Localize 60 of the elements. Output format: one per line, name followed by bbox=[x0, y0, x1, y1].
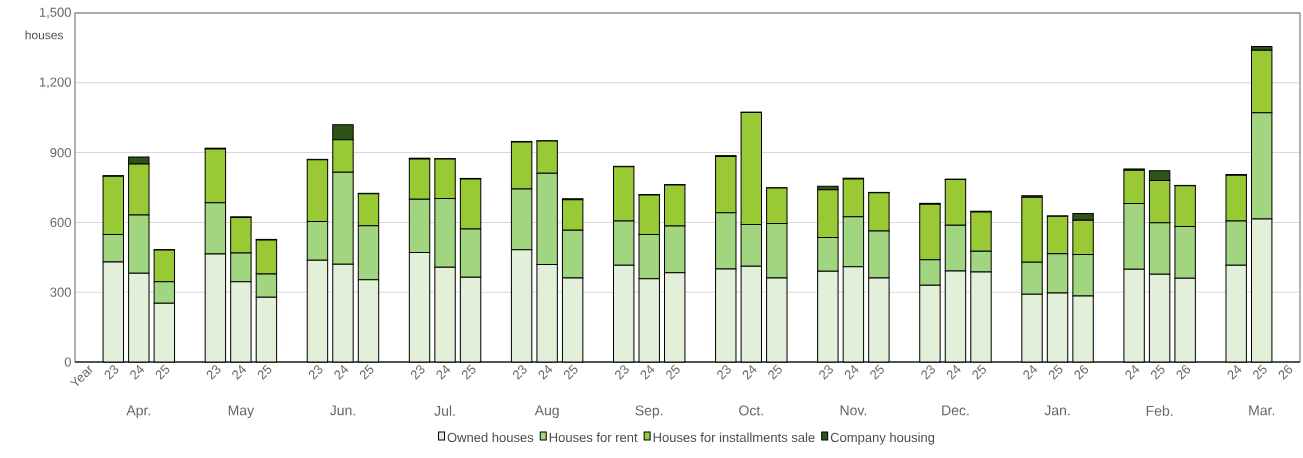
x-tick-label: 24 bbox=[232, 364, 247, 380]
text: Apr. bbox=[126, 405, 150, 419]
text: Oct. bbox=[739, 405, 763, 416]
y-tick-label: 0 bbox=[64, 357, 71, 367]
text: Mar. bbox=[1249, 405, 1275, 416]
x-tick-label: 24 bbox=[334, 364, 349, 380]
x-tick-label: 24 bbox=[1023, 364, 1038, 380]
x-tick-label: 23 bbox=[104, 365, 119, 380]
text: Sep. bbox=[635, 405, 663, 419]
text: Dec. bbox=[942, 405, 969, 416]
legend-label: Houses for rent bbox=[549, 432, 638, 443]
x-tick-label: 23 bbox=[717, 365, 731, 380]
x-tick-label: 25 bbox=[359, 364, 374, 380]
y-tick-label: 900 bbox=[50, 147, 71, 158]
x-tick-label: 25 bbox=[666, 364, 680, 380]
x-tick-label: 25 bbox=[257, 364, 272, 380]
x-tick-label: 24 bbox=[1125, 364, 1140, 380]
y-tick-label: 600 bbox=[50, 217, 71, 227]
x-tick-label: 25 bbox=[870, 364, 884, 380]
x-tick-label: 23 bbox=[410, 365, 425, 380]
x-tick-label: 25 bbox=[155, 364, 170, 380]
x-tick-label: 23 bbox=[615, 365, 629, 380]
text: Aug bbox=[534, 405, 559, 419]
x-tick-label: 23 bbox=[308, 365, 323, 380]
x-tick-label: 23 bbox=[921, 365, 936, 380]
y-tick-label: 1,200 bbox=[39, 77, 71, 89]
x-tick-label: 24 bbox=[742, 364, 757, 380]
x-tick-label: Year bbox=[69, 365, 93, 386]
x-tick-label: 25 bbox=[564, 364, 578, 380]
legend-label: Company housing bbox=[830, 432, 935, 445]
x-tick-label: 25 bbox=[461, 364, 476, 380]
text: Jan. bbox=[1044, 405, 1070, 416]
legend-label: Owned houses bbox=[447, 432, 534, 443]
text: Jun. bbox=[329, 405, 355, 416]
x-tick-label: 23 bbox=[512, 365, 527, 380]
x-tick-label: 24 bbox=[130, 364, 145, 380]
y-tick-label: 1,500 bbox=[39, 7, 71, 19]
x-tick-label: 24 bbox=[946, 364, 961, 380]
x-tick-label: 25 bbox=[972, 364, 986, 380]
y-axis-title: houses bbox=[25, 30, 64, 40]
legend-label: Houses for installments sale bbox=[653, 432, 815, 443]
x-tick-label: 25 bbox=[1253, 364, 1267, 380]
x-tick-label: 24 bbox=[640, 364, 655, 380]
text: May bbox=[228, 405, 255, 419]
x-tick-label: 24 bbox=[844, 364, 859, 380]
text: Nov. bbox=[840, 405, 866, 416]
x-tick-label: 26 bbox=[1074, 365, 1089, 380]
x-tick-label: 23 bbox=[206, 365, 221, 380]
text: Jul. bbox=[434, 405, 455, 416]
x-tick-label: 26 bbox=[1176, 365, 1191, 380]
x-tick-label: 25 bbox=[1048, 364, 1063, 380]
text: Feb. bbox=[1146, 405, 1173, 416]
x-tick-label: 25 bbox=[768, 364, 782, 380]
x-tick-label: 26 bbox=[1278, 365, 1293, 380]
y-tick-label: 300 bbox=[50, 287, 71, 297]
x-tick-label: 24 bbox=[538, 364, 553, 380]
x-tick-label: 24 bbox=[436, 364, 451, 380]
x-tick-label: 24 bbox=[1227, 364, 1242, 380]
x-tick-label: 25 bbox=[1150, 364, 1165, 380]
x-tick-label: 23 bbox=[819, 365, 833, 380]
